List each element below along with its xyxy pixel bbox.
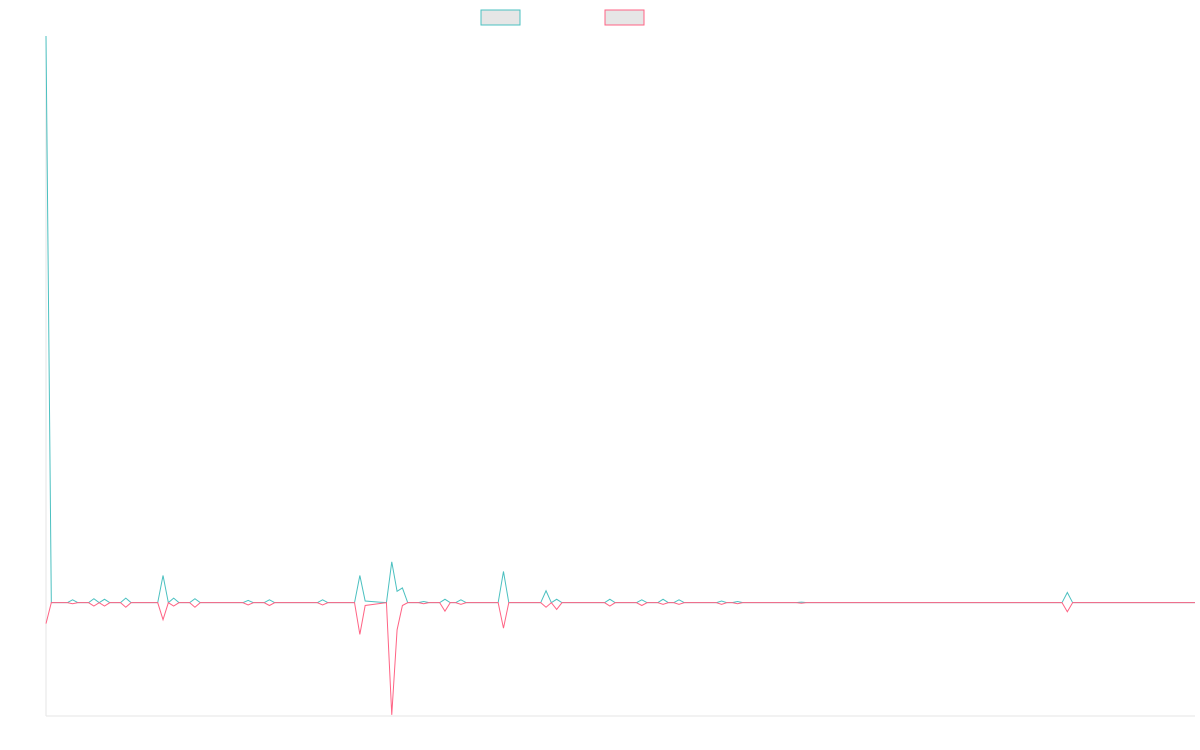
legend-swatch bbox=[604, 9, 645, 26]
line-series bbox=[45, 601, 1195, 715]
line-series bbox=[45, 35, 1195, 604]
legend-swatch bbox=[480, 9, 521, 26]
